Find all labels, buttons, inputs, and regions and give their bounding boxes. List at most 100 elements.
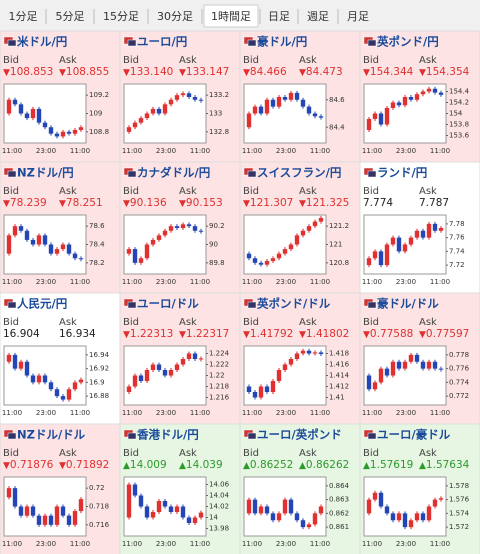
pair-name[interactable]: ランド/円 (377, 166, 427, 180)
rate-panel[interactable]: 人民元/円 Bid Ask 16.904 16.934 16.94 16.92 16.9 16.… (0, 292, 121, 425)
y-tick-label: 7.72 (449, 261, 465, 269)
tab-label[interactable]: 1分足 (9, 10, 38, 23)
pair-name[interactable]: 米ドル/円 (16, 35, 67, 49)
tab[interactable] (96, 5, 146, 27)
candle (366, 375, 372, 390)
pair-name[interactable]: NZドル/円 (17, 166, 74, 180)
y-tick-label: 84.6 (329, 96, 345, 104)
tab-label[interactable]: 日足 (268, 10, 290, 23)
pair-name[interactable]: 豪ドル/ドル (377, 297, 439, 311)
candle (258, 386, 264, 398)
candle (198, 230, 204, 232)
candle (312, 221, 318, 227)
pair-name[interactable]: カナダドル/円 (137, 166, 210, 180)
bid-label: Bid (363, 55, 379, 66)
pair-name[interactable]: ユーロ/豪ドル (377, 428, 451, 442)
pair-name[interactable]: 香港ドル/円 (136, 428, 199, 442)
pair-name[interactable]: NZドル/ドル (17, 428, 86, 442)
candle (246, 386, 252, 392)
tab[interactable] (48, 5, 92, 27)
bid-number: 1.57619 (370, 459, 413, 471)
candle (6, 354, 12, 362)
tab-label[interactable]: 5分足 (56, 10, 85, 23)
flag-icon (367, 39, 377, 47)
tab-label[interactable]: 月足 (347, 10, 369, 23)
candle (6, 488, 12, 498)
trend-arrow: ▼ (3, 68, 10, 78)
candle (264, 99, 270, 114)
pair-name[interactable]: ユーロ/ドル (137, 297, 199, 311)
rate-panel[interactable]: ランド/円 Bid Ask 7.774 7.787 7.78 7.76 7.74 7.72 11:… (359, 161, 480, 294)
candle (192, 226, 198, 231)
bid-label: Bid (3, 448, 19, 459)
candle (258, 506, 264, 514)
candle (288, 499, 294, 514)
candle (300, 99, 306, 107)
tab[interactable] (262, 5, 296, 27)
ask-number: 1.41802 (306, 328, 349, 340)
candle (366, 258, 372, 266)
y-tick-label: 90 (209, 241, 218, 249)
candle (180, 224, 186, 228)
candle (180, 506, 186, 518)
candle (438, 92, 444, 95)
tab[interactable] (2, 5, 44, 27)
pair-name[interactable]: 豪ドル/円 (257, 35, 307, 49)
pair-name[interactable]: ユーロ/英ポンド (257, 428, 342, 442)
ask-value: ▼121.325 (299, 197, 349, 209)
pair-name[interactable]: 人民元/円 (17, 297, 67, 311)
ask-value: ▲1.57634 (419, 459, 470, 471)
pair-name[interactable]: スイスフラン/円 (257, 166, 341, 180)
ask-value: 7.787 (419, 197, 449, 209)
candle (162, 104, 168, 114)
x-tick-label: 11:00 (242, 278, 262, 286)
chart-area (243, 476, 327, 537)
candle (162, 501, 168, 507)
candle (36, 108, 42, 123)
pair-name[interactable]: 英ポンド/ドル (256, 297, 331, 311)
ask-label: Ask (179, 448, 197, 459)
candle (150, 512, 156, 518)
candle (372, 113, 378, 119)
candle (432, 88, 438, 93)
tab-label[interactable]: 1時間足 (211, 10, 251, 23)
ask-number: 0.77597 (426, 328, 469, 340)
x-tick-label: 11:00 (242, 147, 262, 155)
tab[interactable] (340, 5, 376, 27)
candle (270, 381, 276, 392)
flag-icon (247, 39, 257, 47)
candle (426, 506, 432, 521)
tab[interactable] (150, 5, 200, 27)
pair-name[interactable]: ユーロ/円 (137, 35, 187, 49)
ask-value: 16.934 (59, 328, 96, 340)
trend-arrow: ▼ (59, 199, 66, 209)
ask-label: Ask (179, 186, 197, 197)
trend-arrow: ▼ (59, 461, 66, 471)
ask-value: ▼84.473 (299, 66, 343, 78)
tab[interactable] (203, 4, 259, 28)
tab-label[interactable]: 30分足 (157, 10, 193, 23)
tab-label[interactable]: 15分足 (103, 10, 139, 23)
candle (180, 93, 186, 96)
ask-value: ▼1.22317 (179, 328, 229, 340)
trend-arrow: ▲ (363, 461, 370, 471)
tab-label[interactable]: 週足 (307, 10, 329, 23)
tab[interactable] (300, 5, 336, 27)
y-tick-label: 14.02 (209, 503, 229, 511)
pair-name[interactable]: 英ポンド/円 (376, 35, 439, 49)
